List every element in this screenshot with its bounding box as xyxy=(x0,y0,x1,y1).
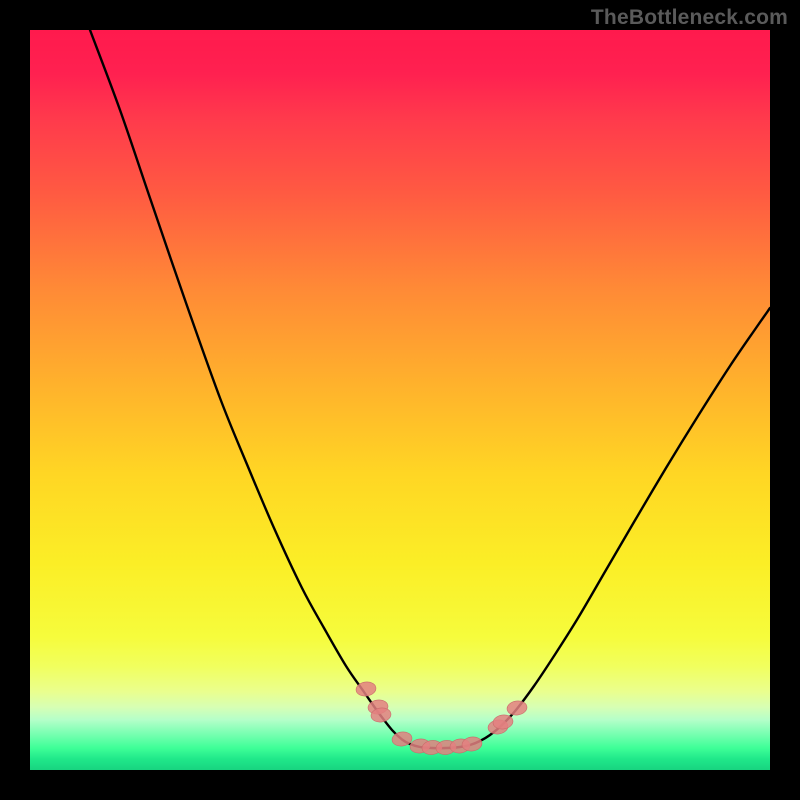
plot-area xyxy=(30,30,770,770)
watermark-text: TheBottleneck.com xyxy=(591,6,788,30)
curve-marker xyxy=(506,700,528,717)
bottleneck-curve xyxy=(30,30,770,770)
